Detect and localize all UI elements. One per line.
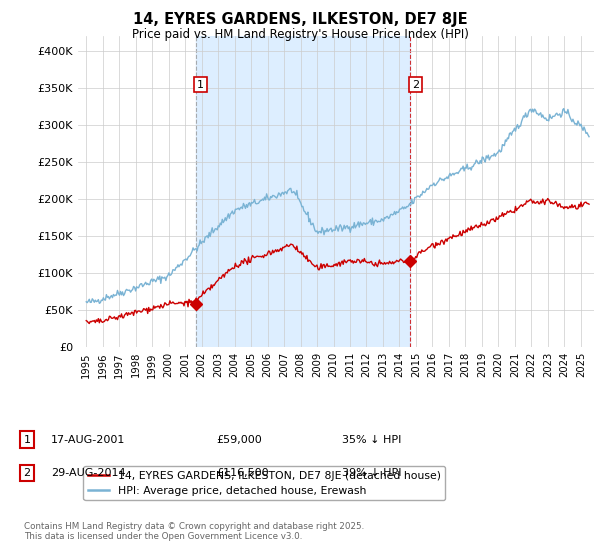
Text: 1: 1 [23, 435, 31, 445]
Text: 29-AUG-2014: 29-AUG-2014 [51, 468, 125, 478]
Bar [196, 36, 410, 347]
Text: 2: 2 [412, 80, 419, 90]
Text: 17-AUG-2001: 17-AUG-2001 [51, 435, 125, 445]
Text: 14, EYRES GARDENS, ILKESTON, DE7 8JE: 14, EYRES GARDENS, ILKESTON, DE7 8JE [133, 12, 467, 27]
Text: 2: 2 [23, 468, 31, 478]
Legend: 14, EYRES GARDENS, ILKESTON, DE7 8JE (detached house), HPI: Average price, detac: 14, EYRES GARDENS, ILKESTON, DE7 8JE (de… [83, 466, 445, 500]
Text: £116,500: £116,500 [216, 468, 269, 478]
Text: Price paid vs. HM Land Registry's House Price Index (HPI): Price paid vs. HM Land Registry's House … [131, 28, 469, 41]
Text: 1: 1 [197, 80, 204, 90]
Text: Contains HM Land Registry data © Crown copyright and database right 2025.
This d: Contains HM Land Registry data © Crown c… [24, 522, 364, 542]
Text: 35% ↓ HPI: 35% ↓ HPI [342, 435, 401, 445]
Text: £59,000: £59,000 [216, 435, 262, 445]
Text: 39% ↓ HPI: 39% ↓ HPI [342, 468, 401, 478]
